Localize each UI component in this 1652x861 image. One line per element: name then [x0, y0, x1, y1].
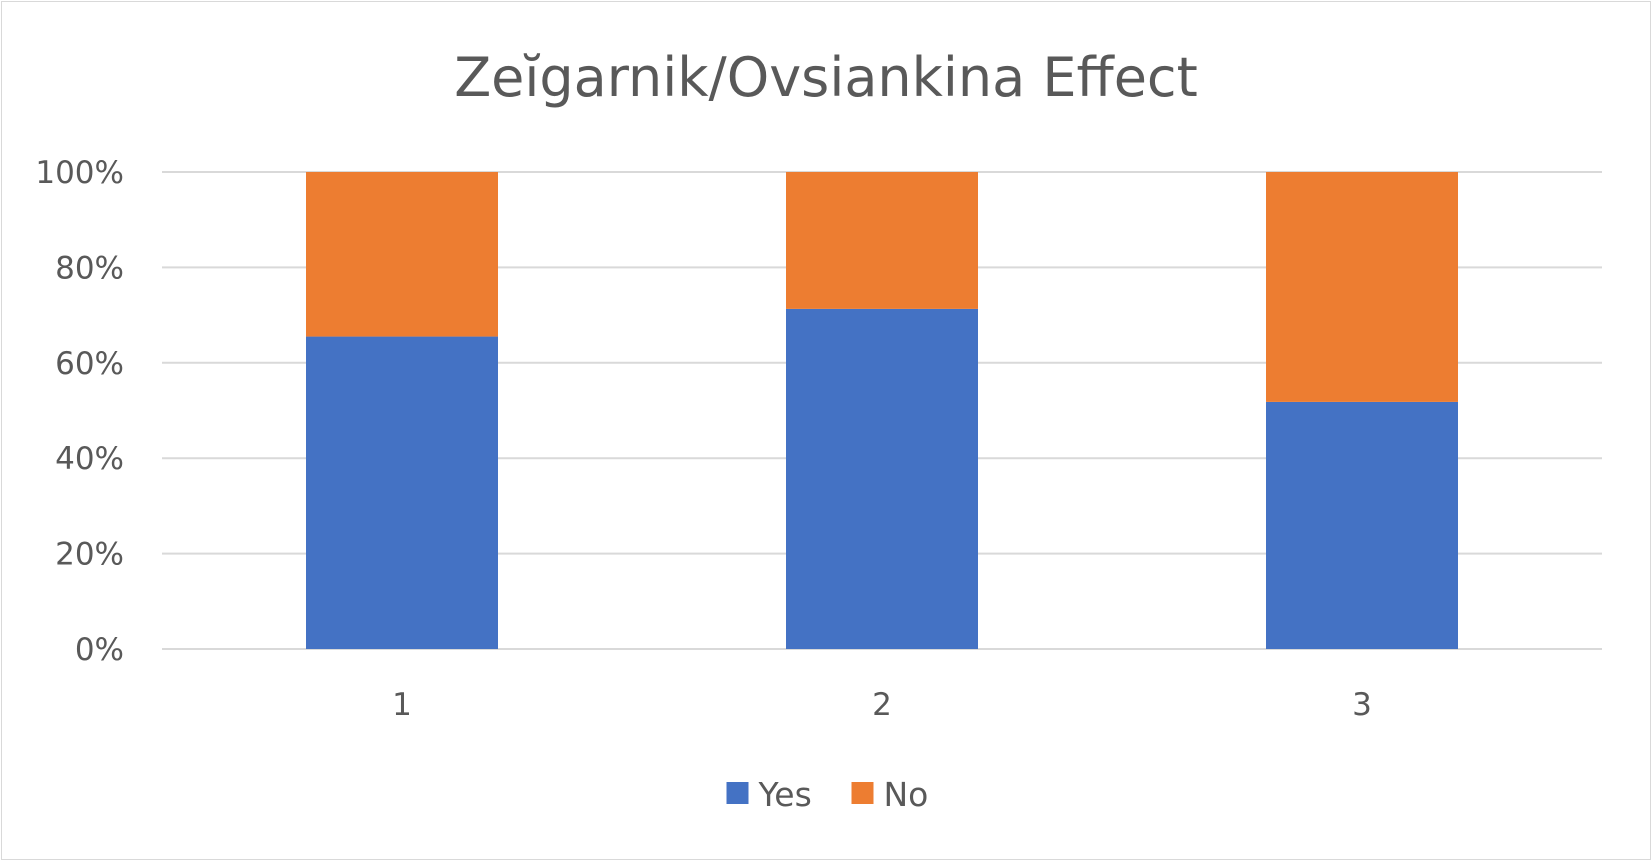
chart-title: Zeĭgarnik/Ovsiankina Effect: [454, 46, 1198, 109]
x-tick-label: 1: [392, 687, 412, 723]
x-axis-labels: 1 2 3: [392, 687, 1372, 723]
bar-yes-1[interactable]: [306, 336, 498, 649]
bar-yes-2[interactable]: [786, 308, 978, 649]
bar-no-3[interactable]: [1266, 172, 1458, 402]
bars: [306, 172, 1458, 649]
bar-no-1[interactable]: [306, 172, 498, 337]
y-tick-label: 20%: [55, 537, 124, 573]
y-tick-label: 80%: [55, 250, 124, 286]
legend[interactable]: Yes No: [726, 775, 929, 814]
y-tick-label: 0%: [75, 632, 124, 668]
legend-swatch: [851, 782, 874, 804]
y-tick-label: 100%: [35, 155, 124, 191]
legend-label: No: [884, 775, 929, 814]
y-tick-label: 60%: [55, 346, 124, 382]
legend-item-no[interactable]: No: [851, 775, 929, 814]
y-axis-labels: 0% 20% 40% 60% 80% 100%: [35, 155, 124, 668]
legend-label: Yes: [758, 775, 812, 814]
legend-swatch: [726, 782, 749, 804]
legend-item-yes[interactable]: Yes: [726, 775, 812, 814]
bar-yes-3[interactable]: [1266, 401, 1458, 649]
bar-no-2[interactable]: [786, 172, 978, 309]
y-tick-label: 40%: [55, 441, 124, 477]
x-tick-label: 2: [872, 687, 892, 723]
x-tick-label: 3: [1352, 687, 1372, 723]
